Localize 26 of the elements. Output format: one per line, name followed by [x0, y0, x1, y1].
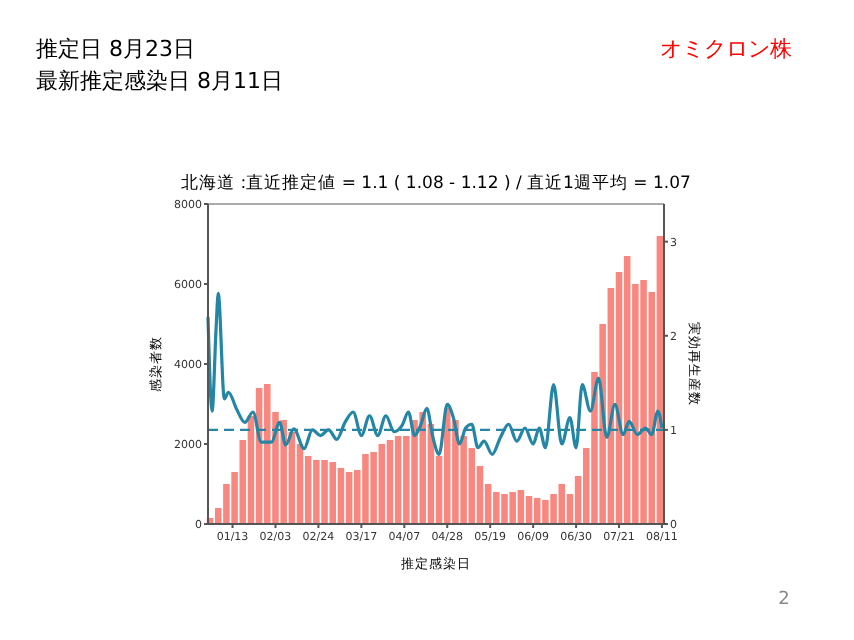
bar	[264, 384, 271, 524]
bar	[313, 460, 320, 524]
bar	[362, 454, 369, 524]
bar	[280, 420, 287, 524]
bar	[321, 460, 328, 524]
bar	[493, 492, 500, 524]
bar	[542, 500, 549, 524]
bar	[443, 408, 451, 524]
bar	[411, 420, 418, 524]
bar	[386, 440, 394, 524]
bar	[345, 472, 353, 524]
bar	[329, 462, 337, 524]
bar	[501, 494, 508, 524]
text: 推定日 8月23日	[36, 36, 195, 62]
bar	[419, 412, 426, 524]
bar	[509, 492, 516, 524]
bar	[640, 280, 647, 524]
bar	[378, 444, 386, 524]
bar	[370, 452, 377, 524]
text: オミクロン株	[660, 36, 792, 62]
text: 最新推定感染日 8月11日	[36, 68, 283, 94]
text: 2	[778, 590, 790, 610]
chart-title: 北海道 :直近推定値 = 1.1 ( 1.08 - 1.12 ) / 直近1週平均 = 1.07	[181, 172, 691, 194]
bar	[558, 484, 566, 524]
bar	[337, 468, 345, 524]
bar	[394, 436, 402, 524]
